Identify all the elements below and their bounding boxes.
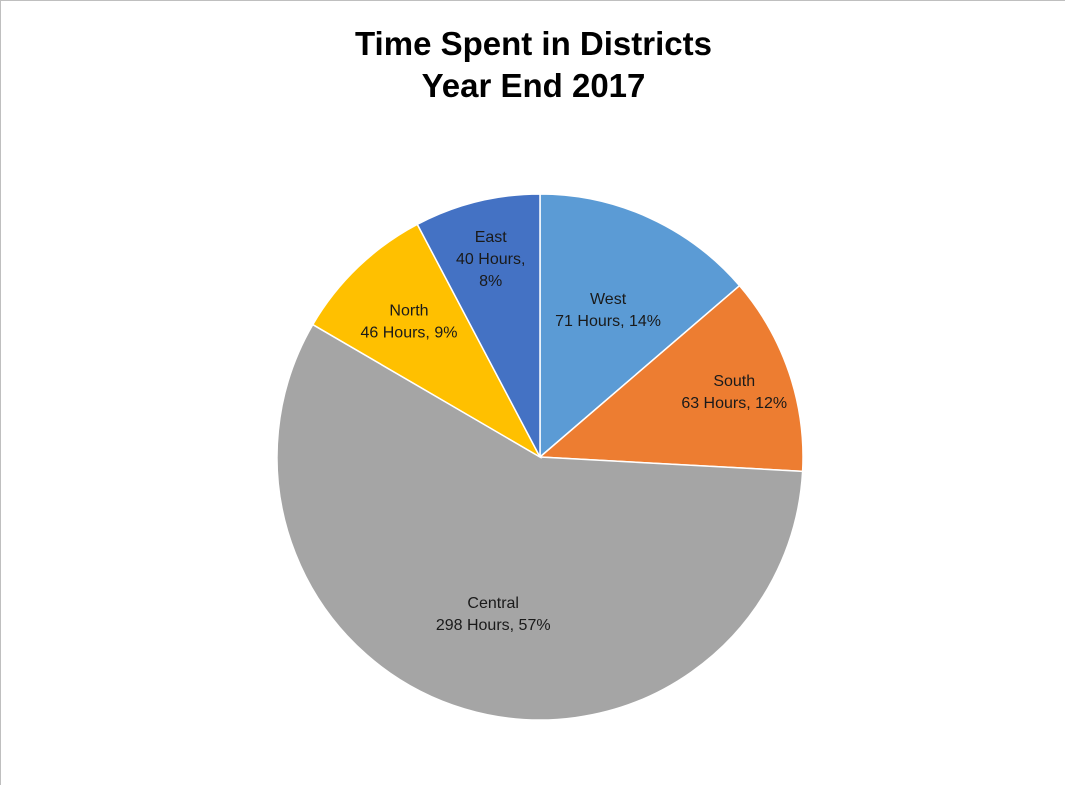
pie-data-labels: West 71 Hours, 14% South 63 Hours, 12% Centr… xyxy=(361,229,788,634)
data-label-east: East 40 Hours, 8% xyxy=(456,229,525,290)
data-label-north-line-1: North xyxy=(389,302,428,319)
data-label-west-line-2: 71 Hours, 14% xyxy=(555,313,661,330)
data-label-central-line-1: Central xyxy=(467,595,519,612)
pie-slice-west xyxy=(539,193,741,459)
pie-slice-central xyxy=(276,323,804,721)
data-label-south: South 63 Hours, 12% xyxy=(681,373,787,412)
data-label-north-line-2: 46 Hours, 9% xyxy=(361,324,458,341)
data-label-central-line-2: 298 Hours, 57% xyxy=(436,617,551,634)
pie-slice-east xyxy=(416,193,541,458)
data-label-north: North 46 Hours, 9% xyxy=(361,302,458,341)
pie-slice-south xyxy=(538,284,804,473)
data-label-east-line-2: 40 Hours, xyxy=(456,251,525,268)
data-label-central: Central 298 Hours, 57% xyxy=(436,595,551,634)
chart-title-line-2: Year End 2017 xyxy=(421,67,646,104)
data-label-east-line-3: 8% xyxy=(479,273,502,290)
pie-slice-north xyxy=(311,223,542,459)
data-label-south-line-1: South xyxy=(713,373,755,390)
data-label-west: West 71 Hours, 14% xyxy=(555,291,661,330)
pie-slices xyxy=(276,193,804,721)
chart-title-line-1: Time Spent in Districts xyxy=(355,25,712,62)
data-label-east-line-1: East xyxy=(475,229,508,246)
data-label-south-line-2: 63 Hours, 12% xyxy=(681,395,787,412)
chart-title: Time Spent in Districts Year End 2017 xyxy=(1,23,1065,107)
data-label-west-line-1: West xyxy=(590,291,627,308)
